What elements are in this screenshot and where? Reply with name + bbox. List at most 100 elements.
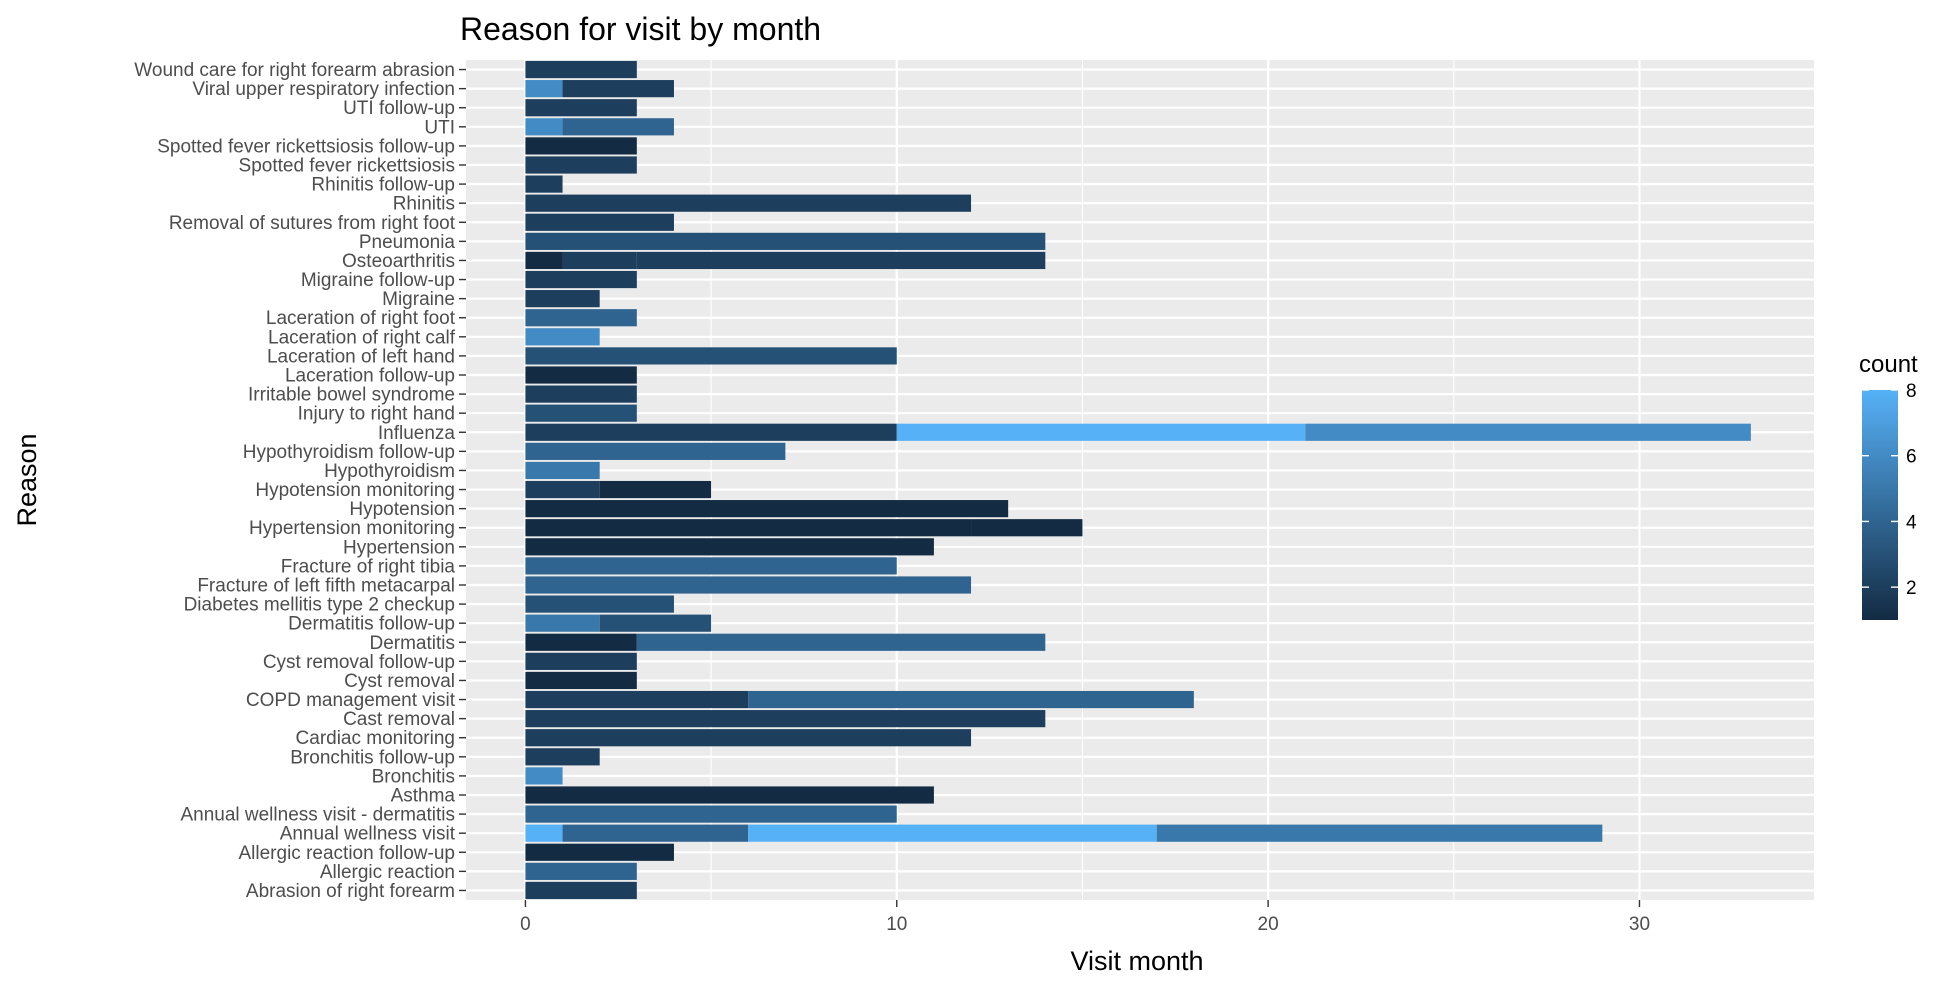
bar-segment (525, 175, 563, 193)
bar-segment (636, 251, 1046, 270)
bar-segment (525, 538, 934, 556)
y-tick-label: Cardiac monitoring (296, 728, 455, 749)
legend-tick-label: 6 (1906, 447, 1917, 468)
y-tick-label: Hypertension monitoring (249, 518, 455, 539)
y-tick-label: COPD management visit (246, 690, 456, 711)
bar-segment (525, 843, 674, 861)
bar-segment (525, 786, 934, 804)
bar-segment (525, 633, 637, 651)
y-tick-label: Osteoarthritis (342, 251, 455, 272)
x-tick-label: 30 (1629, 914, 1650, 935)
y-tick-label: Spotted fever rickettsiosis (239, 156, 455, 177)
bar-segment (562, 118, 674, 136)
y-tick-label: Wound care for right forearm abrasion (134, 60, 455, 81)
bar-segment (562, 251, 637, 270)
y-tick-label: Annual wellness visit (280, 824, 456, 845)
legend-tick-label: 8 (1906, 381, 1917, 402)
bar-segment (525, 767, 563, 785)
bar-segment (525, 729, 972, 747)
bar-segment (525, 461, 600, 480)
chart-title: Reason for visit by month (460, 11, 821, 47)
bar-segment (525, 404, 637, 422)
bar-segment (525, 671, 637, 690)
y-tick-label: Allergic reaction follow-up (239, 843, 456, 864)
bar-segment (562, 824, 749, 842)
y-tick-label: Laceration of right foot (266, 308, 456, 329)
bar-segment (525, 80, 563, 98)
y-tick-label: Abrasion of right forearm (246, 881, 455, 902)
bar-segment (599, 480, 712, 499)
bar-segment (1305, 423, 1751, 441)
bar-segment (525, 557, 897, 575)
y-tick-label: Fracture of left fifth metacarpal (197, 576, 455, 597)
bar-segment (525, 652, 637, 670)
y-tick-label: Hypothyroidism (324, 461, 455, 482)
bar-segment (525, 156, 637, 174)
legend-colorbar (1862, 390, 1898, 620)
y-tick-label: Hypotension monitoring (255, 480, 455, 501)
y-tick-label: Asthma (391, 786, 456, 807)
y-tick-label: Bronchitis follow-up (290, 747, 455, 768)
legend-tick-label: 2 (1906, 578, 1917, 599)
bar-segment (525, 328, 600, 346)
bar-segment (971, 519, 1083, 537)
y-tick-label: Cyst removal (344, 671, 455, 692)
bar-segment (525, 748, 600, 766)
bar-segment (525, 595, 674, 613)
legend-ticks: 2 4 6 8 (1862, 381, 1917, 599)
y-tick-label: Rhinitis follow-up (311, 175, 455, 196)
bar-segment (525, 60, 637, 79)
y-tick-label: Annual wellness visit - dermatitis (180, 805, 455, 826)
x-tick-label: 20 (1258, 914, 1279, 935)
bar-segment (636, 633, 1046, 651)
y-tick-label: UTI (424, 117, 455, 138)
x-axis: 0 10 20 30 (520, 900, 1650, 935)
y-tick-label: Irritable bowel syndrome (248, 385, 455, 406)
y-tick-label: Spotted fever rickettsiosis follow-up (157, 136, 455, 157)
bar-segment (525, 309, 637, 327)
y-tick-label: Migraine (382, 289, 455, 310)
y-axis-title: Reason (12, 433, 42, 526)
y-tick-label: Hypotension (349, 499, 455, 520)
y-tick-label: Hypothyroidism follow-up (243, 442, 455, 463)
y-tick-label: UTI follow-up (343, 98, 455, 119)
bar-segment (525, 194, 972, 212)
bar-segment (525, 118, 563, 136)
bar-segment (525, 290, 600, 308)
y-tick-label: Migraine follow-up (301, 270, 455, 291)
bar-segment (525, 232, 1046, 250)
bar-segment (525, 805, 897, 823)
y-tick-label: Dermatitis follow-up (288, 614, 455, 635)
x-tick-label: 10 (886, 914, 907, 935)
y-tick-label: Pneumonia (359, 232, 456, 253)
bar-segment (1156, 824, 1603, 842)
bar-segment (525, 442, 786, 460)
y-tick-label: Hypertension (343, 537, 455, 558)
y-tick-label: Rhinitis (393, 194, 455, 215)
legend-tick-label: 4 (1906, 512, 1917, 533)
bar-segment (525, 881, 637, 900)
bar-segment (748, 824, 1157, 842)
y-tick-label: Laceration follow-up (285, 366, 455, 387)
plot-panel (466, 60, 1814, 900)
bar-segment (525, 99, 637, 117)
x-tick-label: 0 (520, 914, 531, 935)
y-tick-label: Laceration of left hand (267, 346, 455, 367)
bar-segment (525, 480, 600, 499)
y-tick-label: Cast removal (343, 709, 455, 730)
y-tick-label: Injury to right hand (298, 404, 455, 425)
bar-segment (525, 423, 897, 441)
bar-segment (525, 385, 637, 403)
bar-segment (748, 690, 1194, 709)
y-tick-label: Viral upper respiratory infection (192, 79, 455, 100)
y-tick-label: Fracture of right tibia (281, 556, 456, 577)
bar-segment (525, 270, 637, 289)
bar-segment (896, 423, 1306, 441)
bar-segment (525, 213, 674, 231)
grid-major (466, 60, 1814, 900)
bar-segment (525, 614, 600, 632)
legend-title: count (1859, 351, 1918, 378)
bar-segment (525, 690, 749, 709)
bar-segment (525, 347, 897, 365)
